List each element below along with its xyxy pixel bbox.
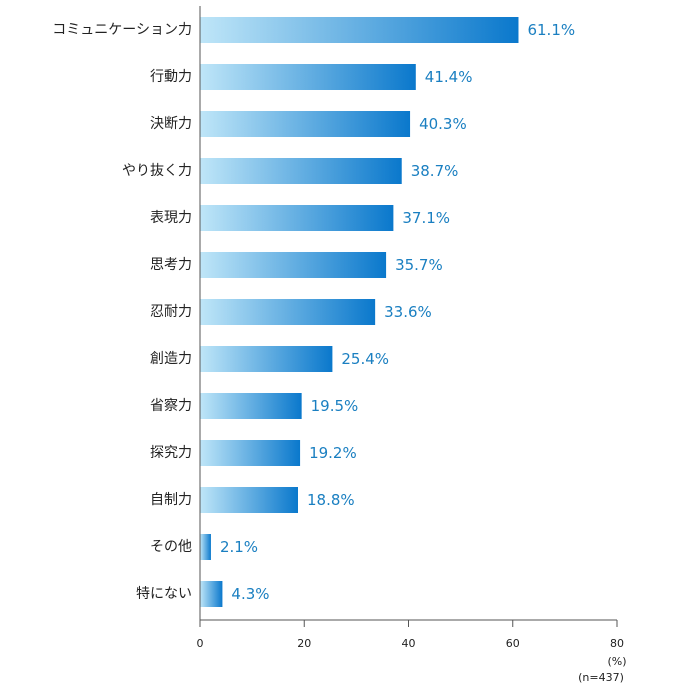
value-label: 61.1% xyxy=(527,21,575,39)
value-label: 41.4% xyxy=(425,68,473,86)
category-label: 探究力 xyxy=(150,445,192,461)
value-label: 2.1% xyxy=(220,538,258,556)
category-label: その他 xyxy=(150,539,192,555)
value-label: 18.8% xyxy=(307,491,355,509)
bar xyxy=(200,346,333,372)
value-label: 40.3% xyxy=(419,115,467,133)
bar-row: 自制力 18.8% xyxy=(150,487,355,513)
bar-row: コミュニケーション力 61.1% xyxy=(52,17,575,43)
category-label: 思考力 xyxy=(150,257,192,273)
bar xyxy=(200,299,376,325)
category-label: 忍耐力 xyxy=(150,304,192,320)
value-label: 38.7% xyxy=(411,162,459,180)
category-label: 特にない xyxy=(136,586,192,602)
bar xyxy=(200,17,519,43)
bar xyxy=(200,440,301,466)
bar xyxy=(200,111,411,137)
x-tick-label: 0 xyxy=(197,637,204,650)
value-label: 4.3% xyxy=(231,585,269,603)
bar xyxy=(200,487,298,513)
bar xyxy=(200,205,394,231)
x-tick-label: 20 xyxy=(297,637,311,650)
bar-row: やり抜く力 38.7% xyxy=(122,158,458,184)
bar xyxy=(200,534,211,560)
x-tick-label: 60 xyxy=(506,637,520,650)
bar-row: 行動力 41.4% xyxy=(150,64,472,90)
category-label: 自制力 xyxy=(150,492,192,508)
bar xyxy=(200,158,402,184)
bar xyxy=(200,393,302,419)
value-label: 19.5% xyxy=(311,397,359,415)
bar-row: 省察力 19.5% xyxy=(150,393,358,419)
bar-row: 思考力 35.7% xyxy=(150,252,443,278)
category-label: コミュニケーション力 xyxy=(52,22,192,38)
bars-group: コミュニケーション力 61.1% 行動力 41.4% 決断力 40.3% やり抜く力 38.7… xyxy=(52,17,575,607)
bar xyxy=(200,252,387,278)
bar-row: 特にない 4.3% xyxy=(136,581,270,607)
bar xyxy=(200,64,416,90)
value-label: 25.4% xyxy=(341,350,389,368)
bar-row: 創造力 25.4% xyxy=(150,346,389,372)
category-label: 行動力 xyxy=(150,69,192,85)
sample-size-note: (n=437) xyxy=(578,671,624,684)
bar-row: その他 2.1% xyxy=(150,534,258,560)
bar-row: 決断力 40.3% xyxy=(150,111,467,137)
category-label: 決断力 xyxy=(150,116,192,132)
x-tick-label: 40 xyxy=(402,637,416,650)
category-label: 創造力 xyxy=(150,351,192,367)
bar xyxy=(200,581,223,607)
category-label: やり抜く力 xyxy=(122,163,192,179)
value-label: 33.6% xyxy=(384,303,432,321)
value-label: 37.1% xyxy=(402,209,450,227)
category-label: 表現力 xyxy=(150,210,192,226)
bar-row: 探究力 19.2% xyxy=(150,440,357,466)
x-unit-label: (%) xyxy=(607,655,626,668)
bar-row: 表現力 37.1% xyxy=(150,205,450,231)
bar-row: 忍耐力 33.6% xyxy=(150,299,432,325)
x-tick-label: 80 xyxy=(610,637,624,650)
category-label: 省察力 xyxy=(150,397,192,414)
value-label: 35.7% xyxy=(395,256,443,274)
value-label: 19.2% xyxy=(309,444,357,462)
ticks-group: 0 20 40 60 80 xyxy=(197,620,624,650)
